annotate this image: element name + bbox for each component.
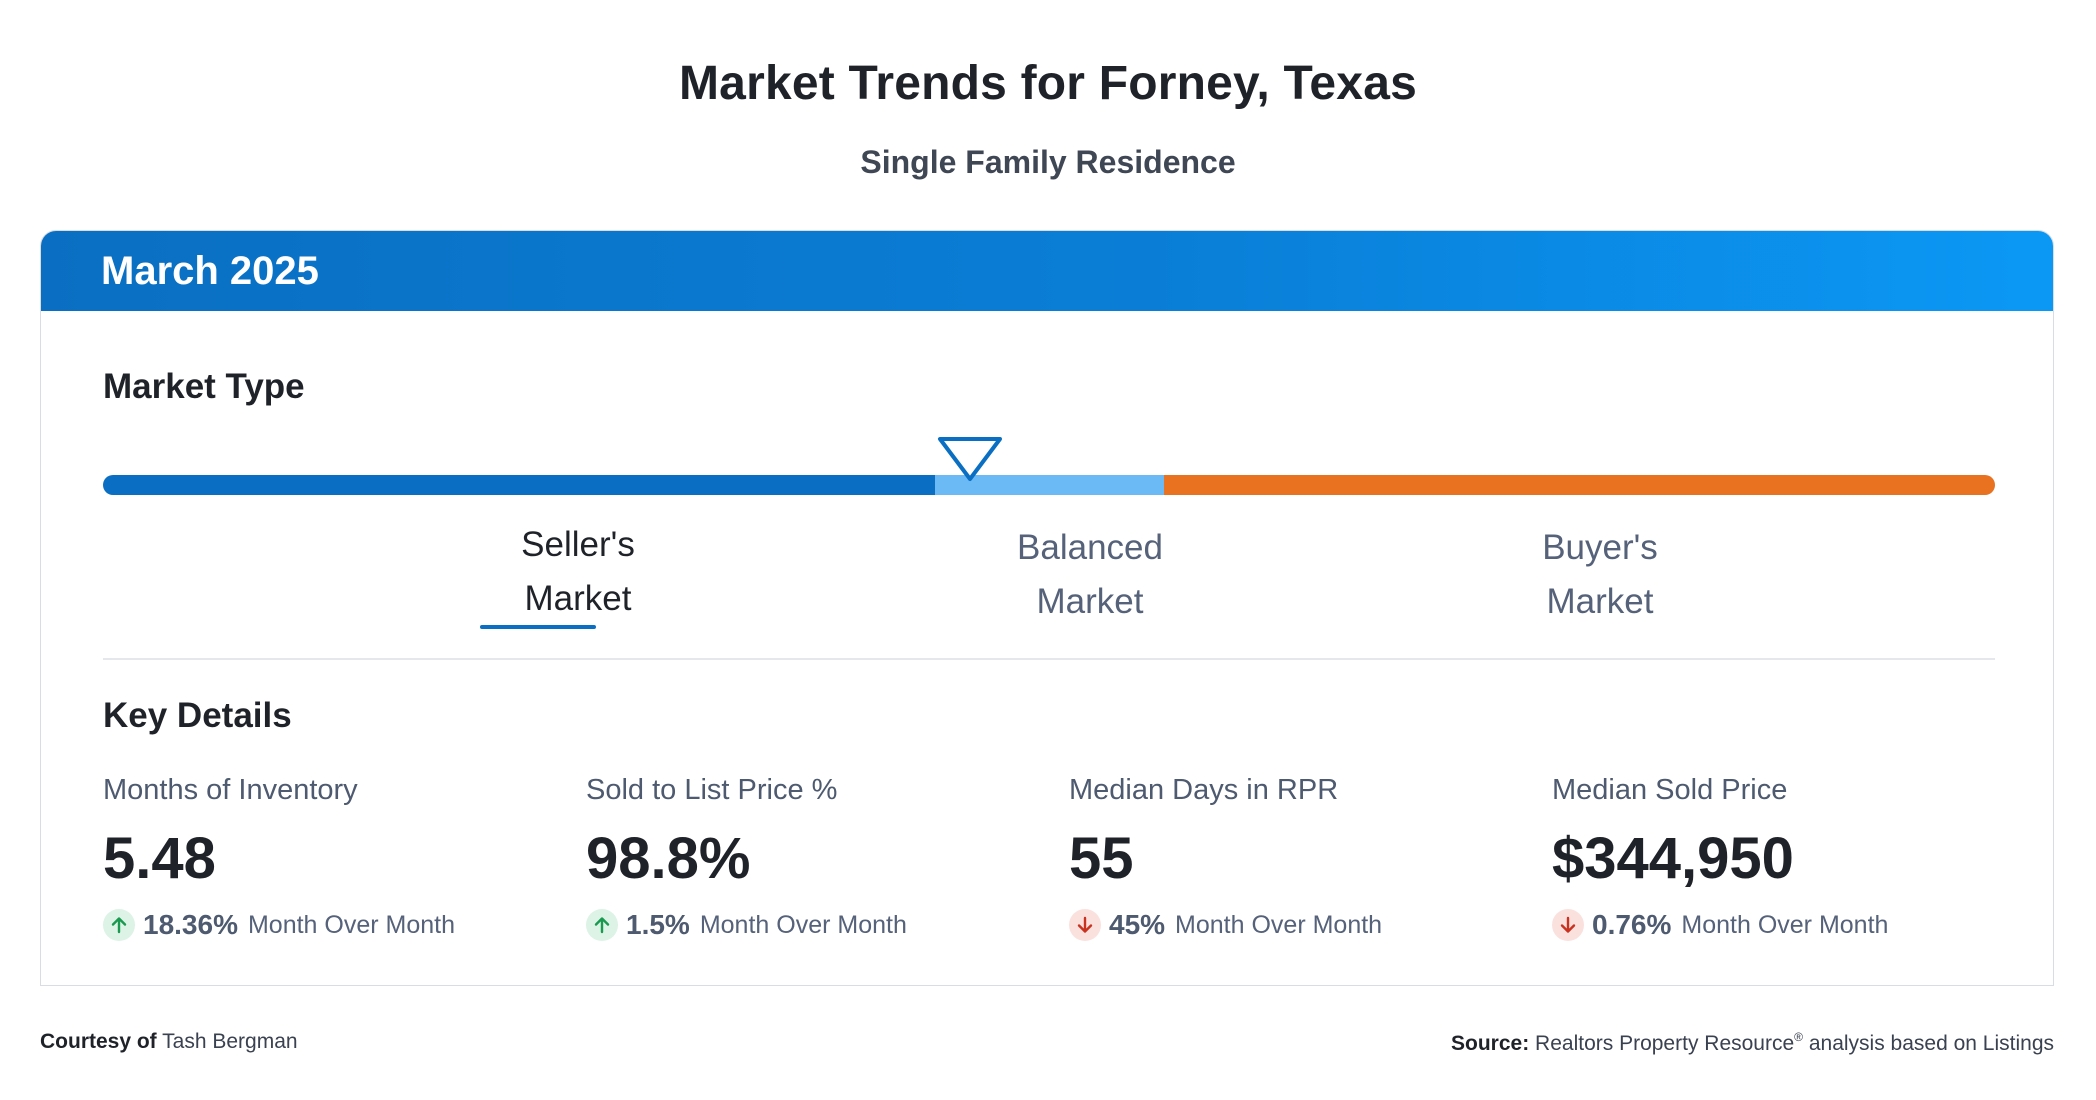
- card-header: March 2025: [41, 231, 2053, 311]
- section-divider: [103, 658, 1995, 660]
- market-type-gauge: [103, 475, 1995, 495]
- metric-sold-to-list-price: Sold to List Price % 98.8% 1.5% Month Ov…: [586, 771, 1046, 941]
- gauge-marker-icon: [938, 437, 1002, 481]
- metric-change: 1.5% Month Over Month: [586, 909, 1046, 941]
- gauge-label-balanced-line2: Market: [1036, 582, 1144, 621]
- period-title: March 2025: [101, 249, 319, 293]
- gauge-segment-buyer: [1164, 475, 1995, 495]
- source-suffix: analysis based on Listings: [1808, 1032, 2054, 1055]
- gauge-segment-seller: [103, 475, 935, 495]
- metric-median-sold-price: Median Sold Price $344,950 0.76% Month O…: [1552, 771, 2012, 941]
- gauge-label-seller-line1: Seller's: [521, 525, 635, 564]
- metric-value: $344,950: [1552, 826, 1794, 891]
- market-trends-card: March 2025 Market Type Seller's Market B…: [40, 230, 2054, 986]
- active-market-underline: [480, 625, 596, 629]
- metric-median-days-in-rpr: Median Days in RPR 55 45% Month Over Mon…: [1069, 771, 1529, 941]
- registered-mark: ®: [1794, 1030, 1803, 1044]
- page-subtitle: Single Family Residence: [860, 144, 1236, 180]
- gauge-label-seller-line2: Market: [524, 579, 632, 618]
- gauge-label-buyer-line2: Market: [1546, 582, 1654, 621]
- footer-courtesy: Courtesy of Tash Bergman: [40, 1030, 298, 1054]
- footer-source: Source: Realtors Property Resource® anal…: [1451, 1030, 2054, 1056]
- metric-change-label: Month Over Month: [699, 910, 907, 939]
- gauge-segment-balanced: [935, 475, 1164, 495]
- arrow-down-icon: [1552, 909, 1584, 941]
- gauge-label-buyer-line1: Buyer's: [1542, 528, 1658, 567]
- page-title: Market Trends for Forney, Texas: [679, 57, 1417, 110]
- key-details-title: Key Details: [103, 696, 292, 735]
- market-type-title: Market Type: [103, 367, 305, 406]
- arrow-down-icon: [1069, 909, 1101, 941]
- metric-change-percent: 18.36%: [143, 909, 238, 940]
- courtesy-label: Courtesy of: [40, 1030, 157, 1053]
- arrow-up-icon: [586, 909, 618, 941]
- metric-label: Months of Inventory: [103, 774, 358, 806]
- gauge-label-balanced[interactable]: Balanced Market: [940, 521, 1240, 629]
- arrow-up-icon: [103, 909, 135, 941]
- metric-change-percent: 45%: [1109, 909, 1166, 940]
- gauge-label-seller[interactable]: Seller's Market: [428, 518, 728, 626]
- metric-change-percent: 1.5%: [626, 909, 690, 940]
- metric-change-percent: 0.76%: [1592, 909, 1672, 940]
- metric-label: Median Sold Price: [1552, 774, 1788, 806]
- metric-value: 98.8%: [586, 826, 751, 891]
- metric-label: Median Days in RPR: [1069, 774, 1339, 806]
- source-text: Realtors Property Resource: [1535, 1032, 1795, 1055]
- courtesy-name: Tash Bergman: [162, 1030, 298, 1053]
- metric-change-label: Month Over Month: [1681, 910, 1889, 939]
- metric-value: 5.48: [103, 826, 216, 891]
- metric-months-of-inventory: Months of Inventory 5.48 18.36% Month Ov…: [103, 771, 563, 941]
- metric-label: Sold to List Price %: [586, 774, 838, 806]
- source-label: Source:: [1451, 1032, 1530, 1055]
- gauge-label-buyer[interactable]: Buyer's Market: [1450, 521, 1750, 629]
- gauge-label-balanced-line1: Balanced: [1017, 528, 1163, 567]
- metric-change-label: Month Over Month: [1175, 910, 1383, 939]
- metric-change: 45% Month Over Month: [1069, 909, 1529, 941]
- metric-change-label: Month Over Month: [247, 910, 455, 939]
- metric-change: 0.76% Month Over Month: [1552, 909, 2012, 941]
- metric-value: 55: [1069, 826, 1134, 891]
- metric-change: 18.36% Month Over Month: [103, 909, 563, 941]
